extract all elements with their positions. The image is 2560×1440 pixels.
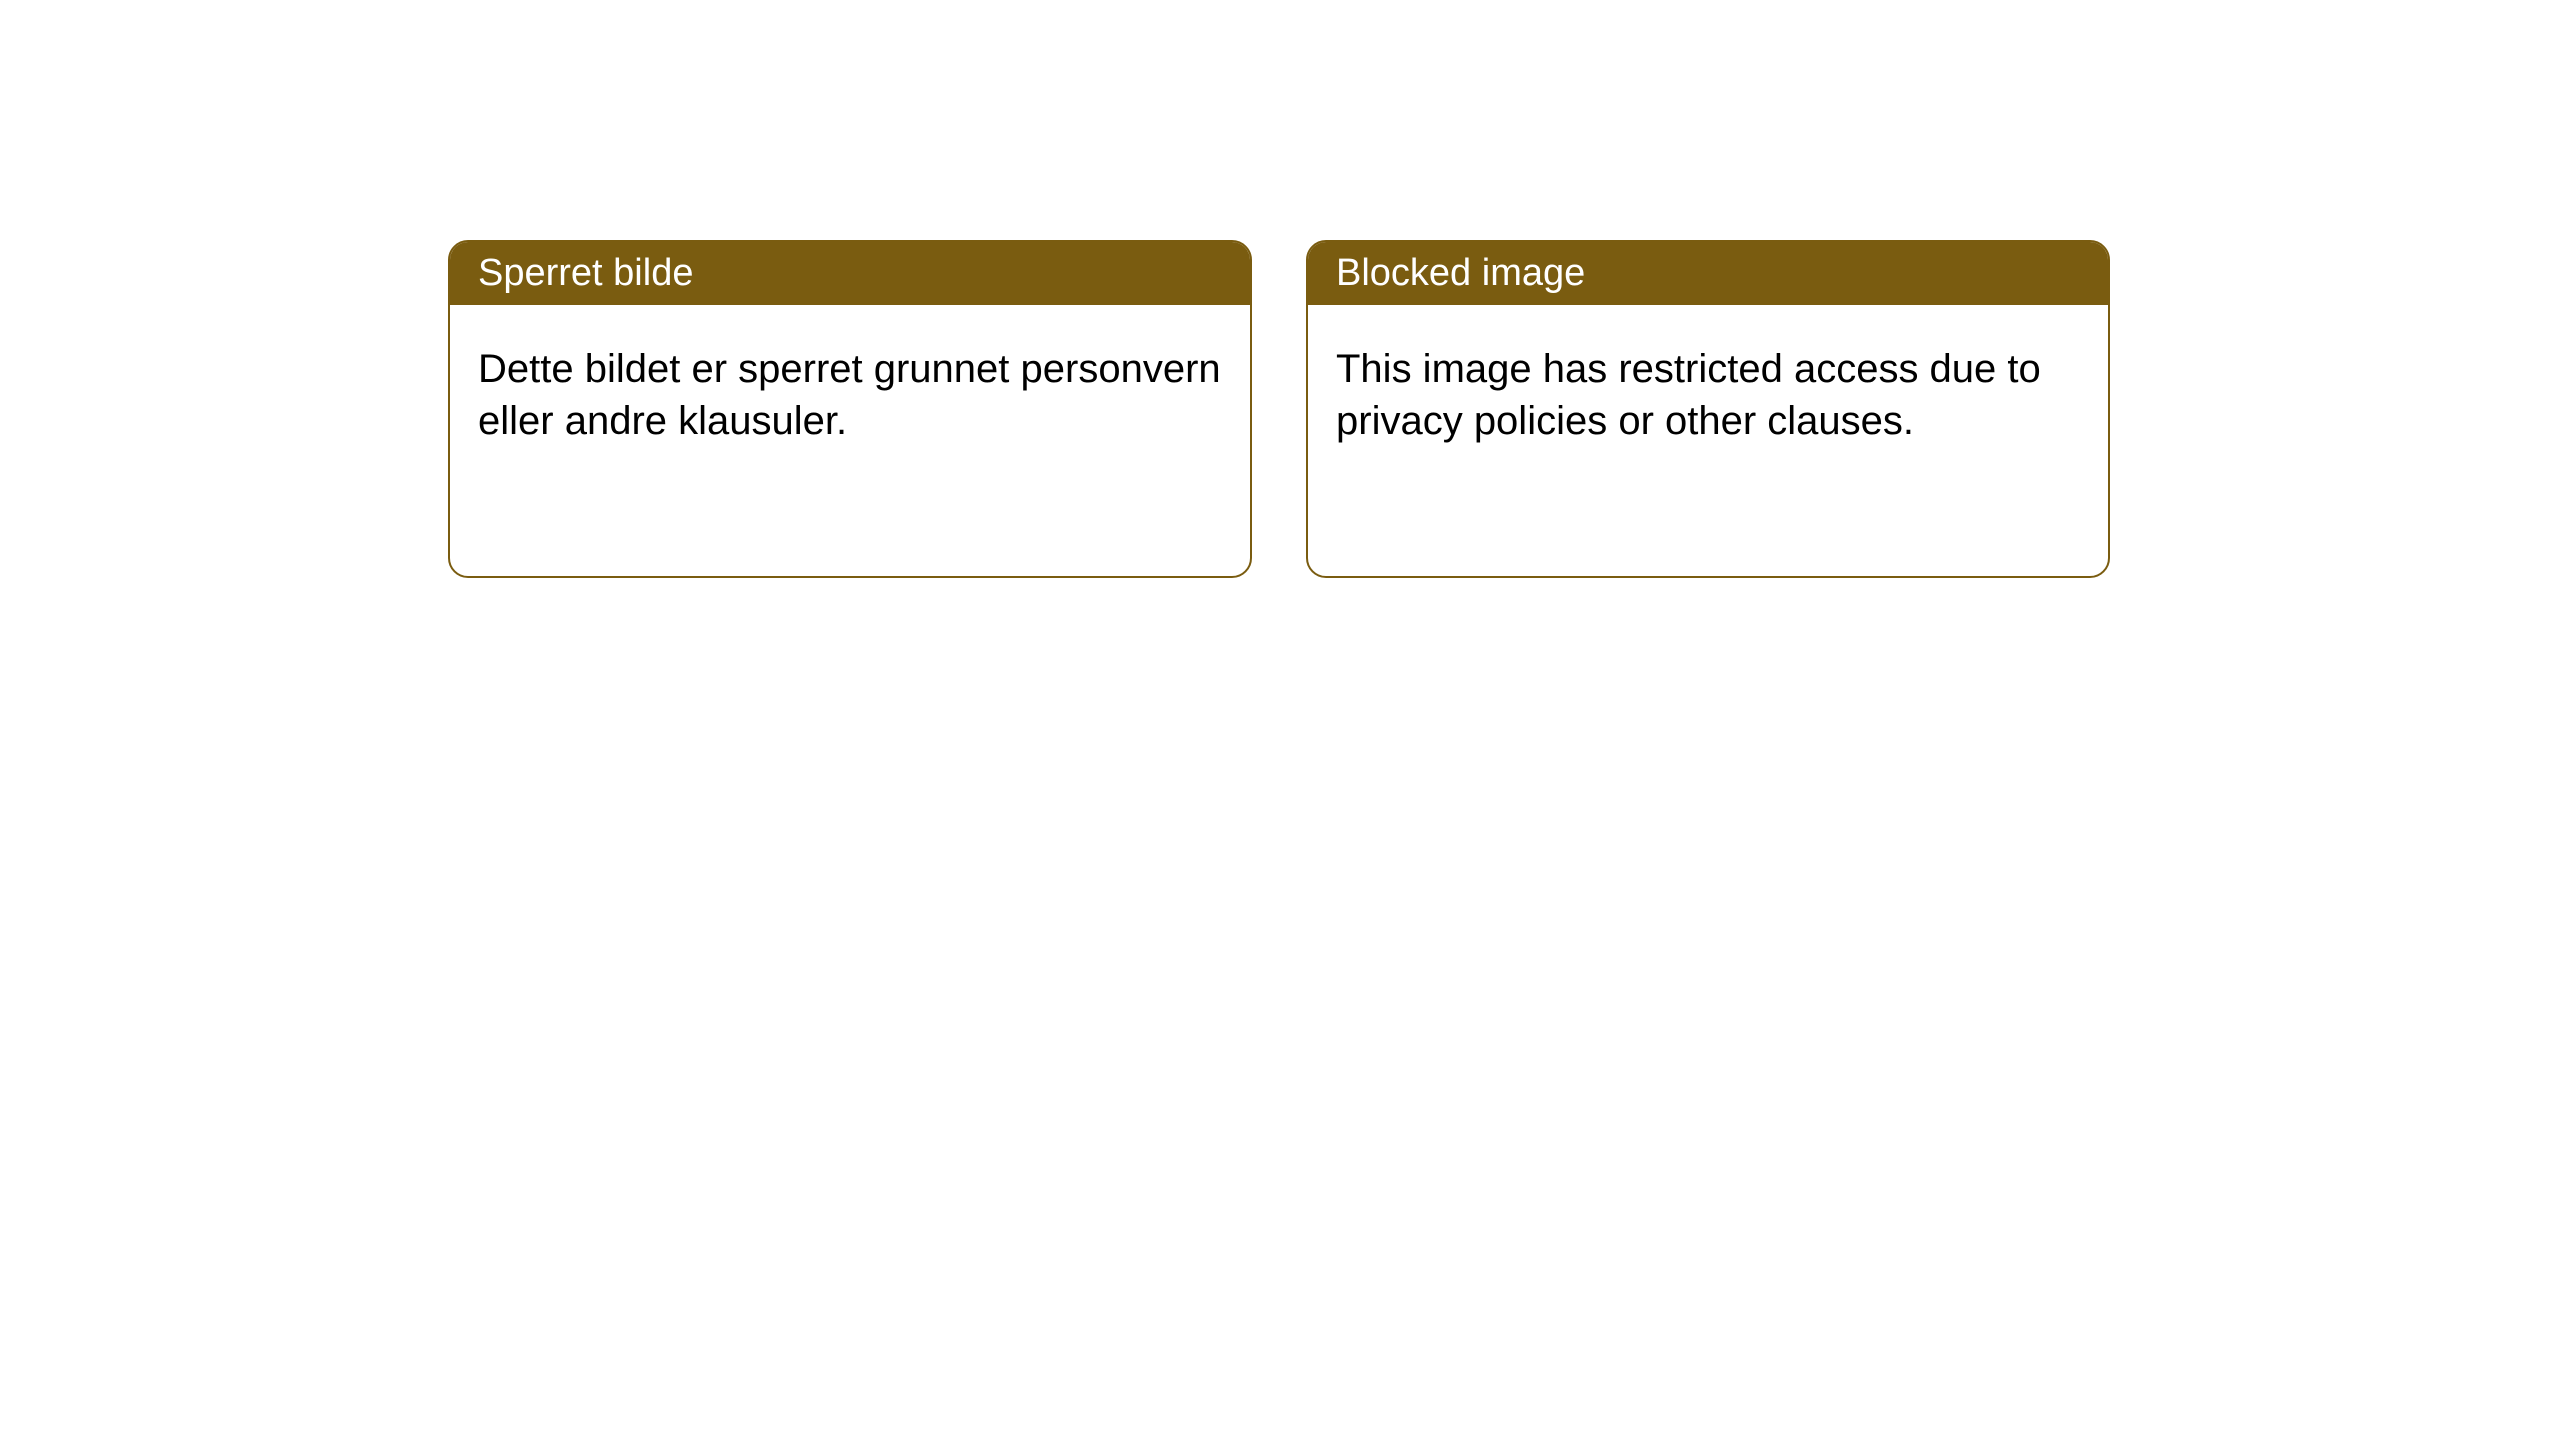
card-body: Dette bildet er sperret grunnet personve… <box>450 305 1250 485</box>
card-body-text: Dette bildet er sperret grunnet personve… <box>478 347 1221 443</box>
notice-card-norwegian: Sperret bilde Dette bildet er sperret gr… <box>448 240 1252 578</box>
card-title: Sperret bilde <box>478 252 693 294</box>
notice-card-english: Blocked image This image has restricted … <box>1306 240 2110 578</box>
card-header: Sperret bilde <box>450 242 1250 305</box>
card-title: Blocked image <box>1336 252 1585 294</box>
card-header: Blocked image <box>1308 242 2108 305</box>
card-body-text: This image has restricted access due to … <box>1336 347 2041 443</box>
card-body: This image has restricted access due to … <box>1308 305 2108 485</box>
notice-container: Sperret bilde Dette bildet er sperret gr… <box>0 0 2560 578</box>
